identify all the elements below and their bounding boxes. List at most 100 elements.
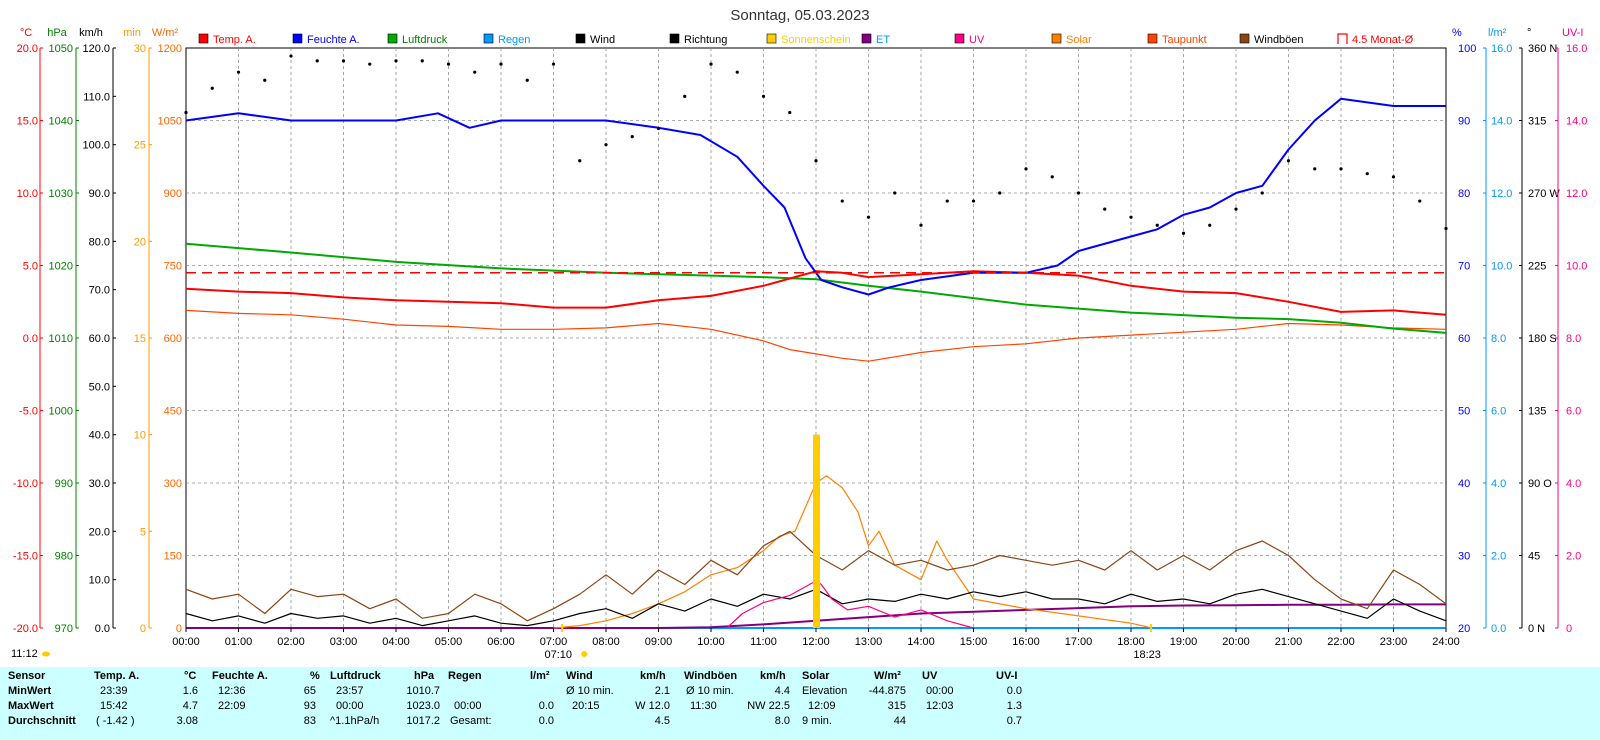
stats-temp-time: 15:42 (100, 700, 128, 712)
axis-tick-label: 4.0 (1566, 478, 1581, 490)
axis-tick-label: 10.0 (89, 575, 110, 587)
axis-tick-label: 0 N (1528, 623, 1545, 635)
legend-swatch (292, 33, 303, 44)
wind-direction-point (236, 70, 241, 74)
wind-direction-point (1129, 215, 1133, 219)
wind-direction-point (473, 70, 477, 74)
wind-direction-point (866, 215, 871, 219)
chart-title: Sonntag, 05.03.2023 (730, 7, 869, 24)
axis-tick-label: 450 (164, 406, 182, 418)
axis-tick-label: -10.0 (13, 478, 38, 490)
axis-tick-label: 10.0 (1491, 261, 1512, 273)
wind-direction-point (551, 62, 556, 66)
wind-direction-point (289, 54, 293, 58)
x-tick-label: 19:00 (1170, 636, 1198, 648)
stats-press-value: 1010.7 (406, 685, 440, 697)
legend-swatch (1051, 33, 1062, 44)
stats-rain-time: 00:00 (454, 700, 482, 712)
x-tick-label: 20:00 (1222, 636, 1250, 648)
wind-direction-point (1313, 167, 1317, 171)
legend-label: ET (876, 34, 890, 46)
axis-tick-label: 1020 (49, 261, 73, 273)
axis-tick-label: 90.0 (89, 188, 110, 200)
x-tick-label: 07:00 (540, 636, 568, 648)
axis-tick-label: 100.0 (82, 140, 110, 152)
axis-tick-label: 15.0 (17, 116, 38, 128)
series-solar (553, 475, 1153, 629)
axis-tick-label: 40.0 (89, 430, 110, 442)
x-tick-label: 21:00 (1275, 636, 1303, 648)
axis-tick-label: 1200 (158, 43, 182, 55)
x-tick-label: 11:00 (750, 636, 777, 648)
legend-label: Taupunkt (1162, 34, 1207, 46)
x-tick-label: 10:00 (697, 636, 725, 648)
axis-tick-label: 20.0 (17, 43, 38, 55)
stats-uv-value: 0.0 (1006, 685, 1022, 697)
wind-direction-point (578, 159, 582, 163)
stats-rain-time: Gesamt: (450, 715, 492, 727)
wind-direction-point (1286, 159, 1291, 163)
axis-tick-label: 5 (140, 526, 146, 538)
axis-tick-label: 110.0 (83, 91, 110, 103)
legend-swatch (387, 33, 398, 44)
x-tick-label: 05:00 (435, 636, 463, 648)
wind-direction-point (394, 59, 398, 63)
wind-direction-point (709, 62, 713, 66)
wind-direction-point (420, 59, 424, 63)
wind-direction-point (499, 62, 503, 66)
axis-tick-label: 70 (1458, 261, 1470, 273)
wind-direction-point (368, 62, 372, 66)
stats-wind-time: Ø 10 min. (566, 685, 614, 697)
stats-press-time: 23:57 (336, 685, 364, 697)
legend-label: Feuchte A. (307, 34, 360, 46)
series-luftdruck (185, 242, 1447, 334)
weather-chart: Sonntag, 05.03.2023 Temp. A. Feuchte A. Lu… (11, 7, 1587, 661)
axis-tick-label: 45 (1528, 551, 1540, 563)
stats-press-value: 1017.2 (406, 715, 440, 727)
legend-swatch (1239, 33, 1250, 44)
axis-tick-label: 12.0 (1491, 188, 1512, 200)
legend-swatch (575, 33, 586, 44)
x-tick-label: 08:00 (592, 636, 620, 648)
axis-tick-label: 40 (1458, 478, 1470, 490)
axis-tick-label: 1030 (49, 188, 73, 200)
x-tick-label: 18:00 (1117, 636, 1145, 648)
wind-direction-point (1103, 207, 1107, 211)
axis-tick-label: 270 W (1528, 188, 1560, 200)
axis-tick-label: 90 O (1528, 478, 1552, 490)
sunrise-icon (581, 651, 588, 657)
axis-tick-label: 120.0 (82, 43, 110, 55)
stats-hum-time: 12:36 (218, 685, 246, 697)
series-richtung (184, 54, 1448, 235)
axis-tick-label: 20 (1458, 623, 1470, 635)
wind-direction-point (735, 70, 739, 74)
legend-swatch (483, 33, 494, 44)
axis-tick-label: 15 (134, 333, 146, 345)
stats-gust-value: NW 22.5 (747, 700, 790, 712)
wind-direction-point (998, 191, 1002, 195)
stats-wind-value: W 12.0 (635, 700, 670, 712)
wind-direction-point (341, 59, 346, 63)
axis-tick-label: 16.0 (1566, 43, 1587, 55)
sunshine-bar (813, 434, 820, 628)
wind-direction-point (1024, 167, 1028, 171)
stats-hum-value: 65 (303, 685, 316, 697)
stats-solar-time: Elevation (802, 685, 848, 697)
axis-tick-label: 0 (176, 623, 182, 635)
sunrise-label: 07:10 (544, 649, 572, 661)
axis-tick-label: 0.0 (1491, 623, 1506, 635)
axis-tick-label: 2.0 (1491, 551, 1506, 563)
axis-tick-label: 10.0 (1566, 261, 1587, 273)
sun-icon (42, 651, 50, 657)
stats-solar-value: 315 (887, 700, 906, 712)
wind-direction-point (263, 78, 267, 82)
wind-direction-point (919, 223, 923, 227)
x-tick-label: 12:00 (802, 636, 830, 648)
wind-direction-point (656, 126, 661, 131)
wind-direction-point (814, 159, 818, 163)
axis-tick-label: 1040 (49, 116, 73, 128)
legend-label: 4.5 Monat-Ø (1352, 34, 1414, 46)
stats-solar-time: 12:09 (808, 700, 836, 712)
x-tick-label: 04:00 (382, 636, 410, 648)
wind-direction-point (1076, 191, 1081, 195)
